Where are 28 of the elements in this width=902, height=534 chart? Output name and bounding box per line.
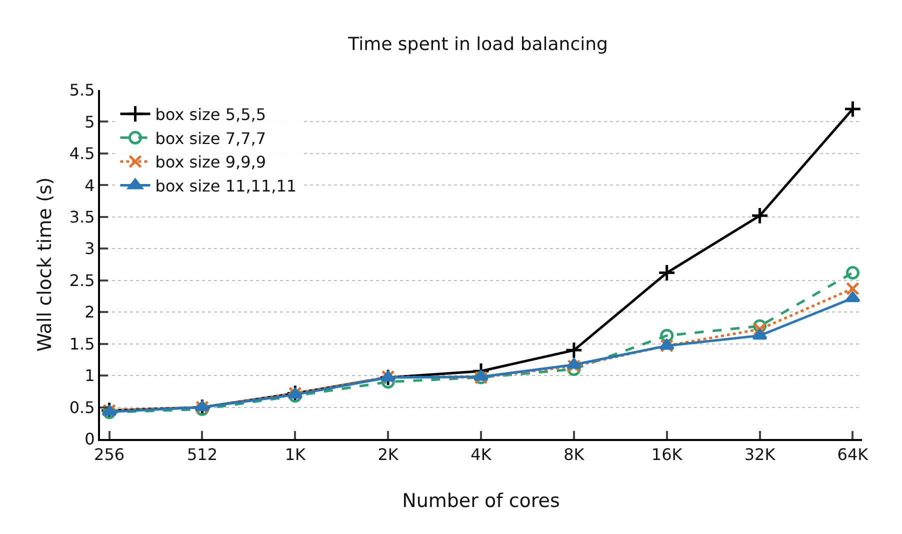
x-tick-label: 1K bbox=[284, 445, 306, 464]
x-tick-label: 4K bbox=[470, 445, 492, 464]
x-tick-label: 256 bbox=[94, 445, 125, 464]
y-axis-title: Wall clock time (s) bbox=[34, 177, 56, 352]
legend-label: box size 5,5,5 bbox=[155, 105, 266, 124]
y-tick-label: 1 bbox=[84, 366, 95, 386]
y-tick-label: 5.5 bbox=[69, 80, 95, 100]
x-axis-title: Number of cores bbox=[402, 490, 560, 512]
y-tick-label: 0.5 bbox=[69, 398, 95, 417]
y-tick-label: 5 bbox=[84, 112, 95, 132]
x-tick-label: 8K bbox=[564, 445, 585, 464]
x-tick-label: 2K bbox=[378, 445, 399, 464]
y-tick-label: 1.5 bbox=[69, 334, 95, 354]
chart-title: Time spent in load balancing bbox=[347, 34, 608, 55]
y-tick-label: 2 bbox=[84, 302, 95, 322]
y-tick-label: 2.5 bbox=[69, 270, 95, 290]
x-tick-label: 64K bbox=[837, 445, 869, 464]
legend-label: box size 11,11,11 bbox=[155, 176, 297, 196]
legend-label: box size 7,7,7 bbox=[155, 128, 266, 148]
y-tick-label: 3.5 bbox=[69, 208, 95, 227]
y-tick-label: 3 bbox=[84, 239, 95, 258]
y-tick-label: 0 bbox=[84, 430, 95, 449]
y-tick-label: 4 bbox=[84, 176, 95, 195]
y-tick-label: 4.5 bbox=[69, 144, 95, 164]
legend-label: box size 9,9,9 bbox=[155, 152, 266, 172]
x-tick-label: 32K bbox=[744, 445, 776, 464]
x-tick-label: 512 bbox=[186, 445, 218, 464]
x-tick-label: 16K bbox=[651, 445, 683, 464]
